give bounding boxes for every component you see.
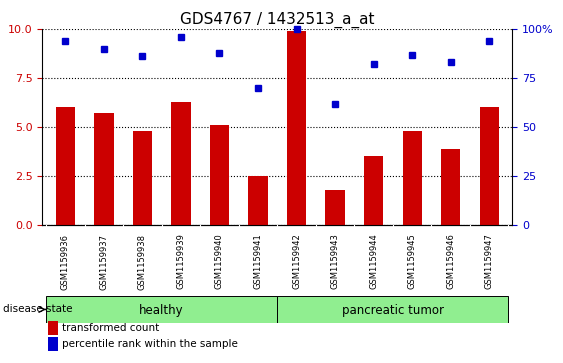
Text: transformed count: transformed count [62, 323, 160, 333]
Text: disease state: disease state [3, 305, 72, 314]
Text: percentile rank within the sample: percentile rank within the sample [62, 339, 238, 349]
Bar [210, 125, 229, 225]
Text: GSM1159936: GSM1159936 [61, 233, 70, 290]
Bar [277, 296, 508, 323]
Text: GSM1159942: GSM1159942 [292, 233, 301, 289]
Bar [325, 190, 345, 225]
Text: healthy: healthy [140, 303, 184, 317]
Bar [287, 31, 306, 225]
Bar [480, 107, 499, 225]
Text: GSM1159943: GSM1159943 [330, 233, 339, 289]
Text: GSM1159946: GSM1159946 [446, 233, 455, 289]
Text: GSM1159941: GSM1159941 [253, 233, 262, 289]
Title: GDS4767 / 1432513_a_at: GDS4767 / 1432513_a_at [180, 12, 374, 28]
Bar [56, 107, 75, 225]
Text: GSM1159944: GSM1159944 [369, 233, 378, 289]
Text: GSM1159938: GSM1159938 [138, 233, 147, 290]
Bar [133, 131, 152, 225]
Bar [171, 102, 191, 225]
Text: GSM1159945: GSM1159945 [408, 233, 417, 289]
Bar [364, 156, 383, 225]
Bar [94, 113, 114, 225]
Bar [248, 176, 267, 225]
Text: GSM1159940: GSM1159940 [215, 233, 224, 289]
Text: pancreatic tumor: pancreatic tumor [342, 303, 444, 317]
Bar [403, 131, 422, 225]
Bar [46, 296, 277, 323]
Text: GSM1159947: GSM1159947 [485, 233, 494, 289]
Text: GSM1159939: GSM1159939 [176, 233, 185, 289]
Bar [441, 148, 461, 225]
Text: GSM1159937: GSM1159937 [100, 233, 109, 290]
